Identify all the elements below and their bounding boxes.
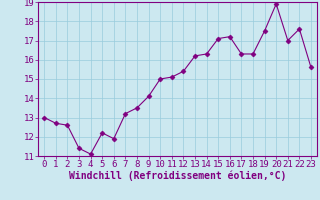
X-axis label: Windchill (Refroidissement éolien,°C): Windchill (Refroidissement éolien,°C)	[69, 171, 286, 181]
